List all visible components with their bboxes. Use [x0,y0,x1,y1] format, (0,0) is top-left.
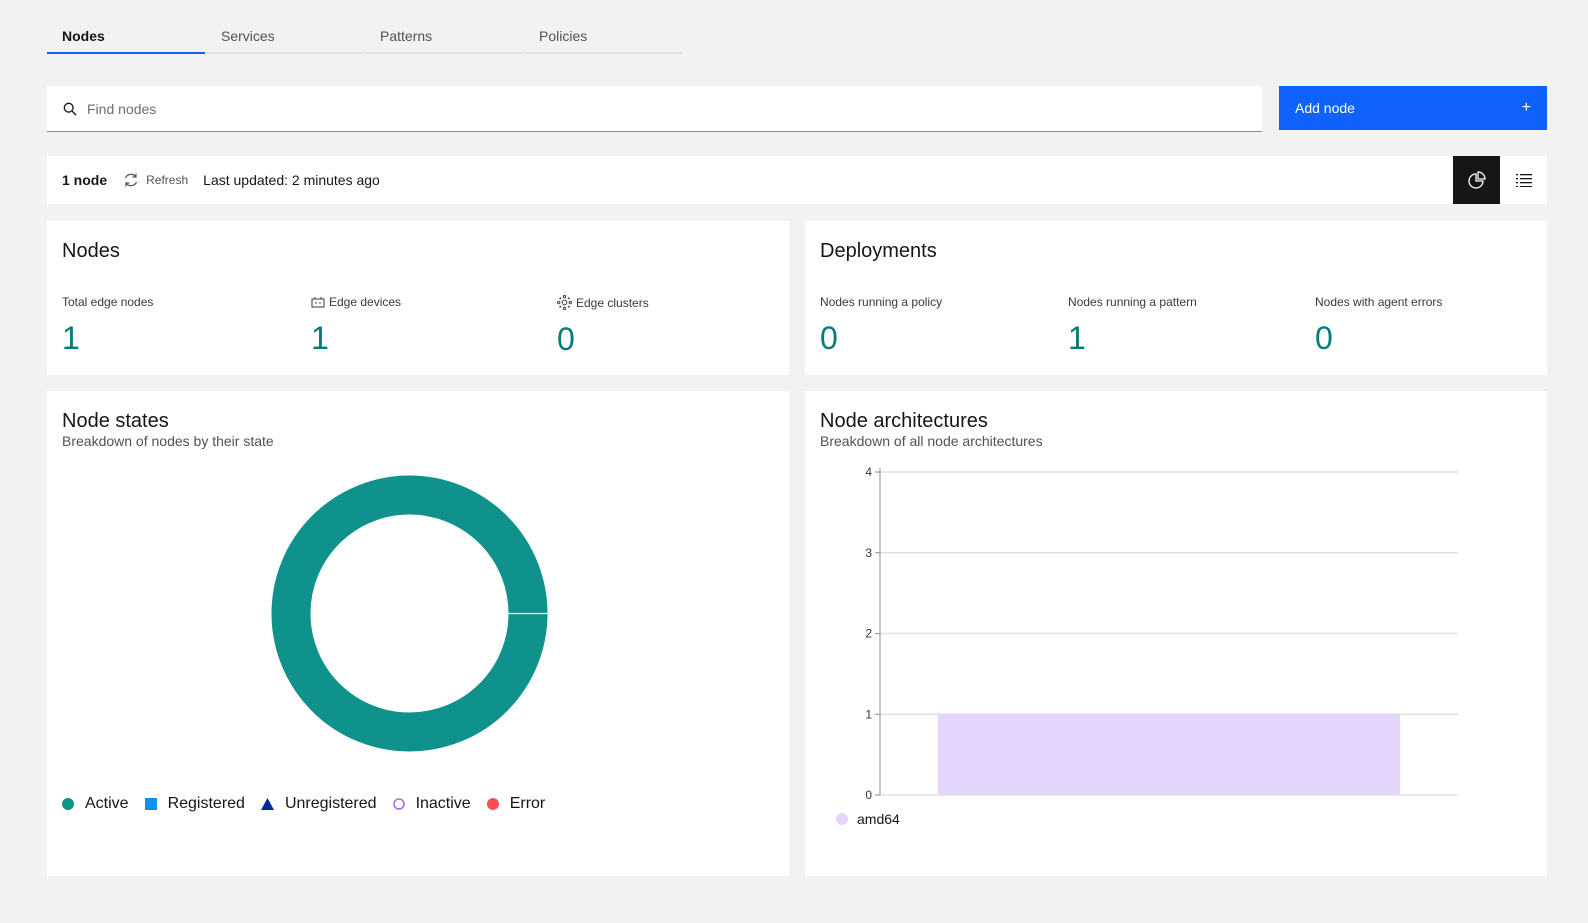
nodes-tile: Nodes Total edge nodes 1 Edge devices 1 [47,221,789,375]
list-view-button[interactable] [1500,156,1547,204]
metric-value: 0 [1315,320,1333,356]
legend-item-registered[interactable]: Registered [144,795,245,813]
legend-inactive-marker [392,798,405,810]
node-count: 1 node [62,172,108,188]
metric-label: Edge devices [329,295,402,309]
metric-value: 1 [62,320,80,356]
bar-amd64[interactable] [937,714,1401,795]
legend-item-unregistered[interactable]: Unregistered [260,795,377,813]
edge-cluster-icon [557,295,572,310]
legend-error-marker [486,798,499,810]
list-view-icon [1515,174,1532,187]
legend-label: Inactive [415,795,471,812]
legend-registered-marker [144,798,157,810]
metric-edge-devices: Edge devices 1 [311,295,401,357]
deployments-tile: Deployments Nodes running a policy 0 Nod… [805,221,1547,375]
y-tick-label: 2 [865,627,872,641]
metric-label: Edge clusters [576,295,649,310]
add-node-button[interactable]: Add node + [1279,86,1547,130]
y-tick-label: 1 [865,707,872,721]
toolbar: 1 node Refresh Last updated: 2 minutes a… [47,156,1547,204]
legend-label: Active [85,795,129,812]
search-icon [63,102,77,116]
nodes-tile-title: Nodes [62,240,120,262]
y-tick-label: 3 [865,546,872,560]
legend-label: Unregistered [284,795,377,812]
node-architectures-tile: Node architectures Breakdown of all node… [805,391,1547,876]
tab-nodes[interactable]: Nodes [47,20,205,54]
node-architectures-subtitle: Breakdown of all node architectures [820,433,1043,449]
search-input[interactable] [87,100,1187,117]
legend-label: Registered [167,795,245,812]
metric-edge-clusters: Edge clusters 0 [557,295,649,358]
deployments-tile-title: Deployments [820,240,937,262]
metric-total-edge-nodes: Total edge nodes 1 [62,295,153,357]
node-architectures-bar-chart: 0 1 2 3 4 [865,465,1458,802]
legend-label: Error [509,795,546,812]
y-tick-label: 0 [865,788,872,802]
metric-nodes-running-policy: Nodes running a policy 0 [820,295,942,357]
last-updated: Last updated: 2 minutes ago [203,172,380,188]
metric-value: 1 [1068,320,1086,356]
node-states-donut-chart [271,475,548,752]
y-tick-label: 4 [865,465,872,479]
metric-nodes-agent-errors: Nodes with agent errors 0 [1315,295,1442,357]
legend-item-error[interactable]: Error [486,795,546,813]
chart-view-icon [1467,171,1486,189]
metric-value: 1 [311,320,329,356]
legend-item-inactive[interactable]: Inactive [392,795,471,813]
chart-view-button[interactable] [1453,156,1500,204]
metric-value: 0 [557,321,575,357]
metric-label: Total edge nodes [62,295,154,309]
tab-list: Nodes Services Patterns Policies [47,20,683,54]
refresh-label: Refresh [146,173,189,187]
add-node-label: Add node [1295,100,1355,116]
donut-slice-active[interactable] [271,475,548,752]
node-states-title: Node states [62,410,169,432]
metric-label: Nodes running a pattern [1068,295,1197,309]
node-states-tile: Node states Breakdown of nodes by their … [47,391,789,876]
tab-policies[interactable]: Policies [524,20,682,54]
add-icon: + [1521,99,1531,116]
search-bar [47,86,1262,132]
refresh-button[interactable]: Refresh [123,172,188,188]
metric-label: Nodes running a policy [820,295,943,309]
node-states-subtitle: Breakdown of nodes by their state [62,433,274,449]
edge-device-icon [311,297,325,308]
legend-active-marker [62,798,74,810]
metric-nodes-running-pattern: Nodes running a pattern 1 [1068,295,1197,357]
tab-services[interactable]: Services [206,20,364,54]
refresh-icon [125,173,138,187]
metric-label: Nodes with agent errors [1315,295,1443,309]
tab-patterns[interactable]: Patterns [365,20,523,54]
legend-unregistered-marker [260,798,274,810]
legend-amd64-marker [836,813,848,825]
node-architectures-title: Node architectures [820,410,988,432]
node-states-legend: Active Registered Unregistered Inactive … [62,795,561,813]
legend-item-active[interactable]: Active [62,795,129,813]
legend-label: amd64 [857,811,900,827]
architectures-legend: amd64 [836,811,900,827]
metric-value: 0 [820,320,838,356]
